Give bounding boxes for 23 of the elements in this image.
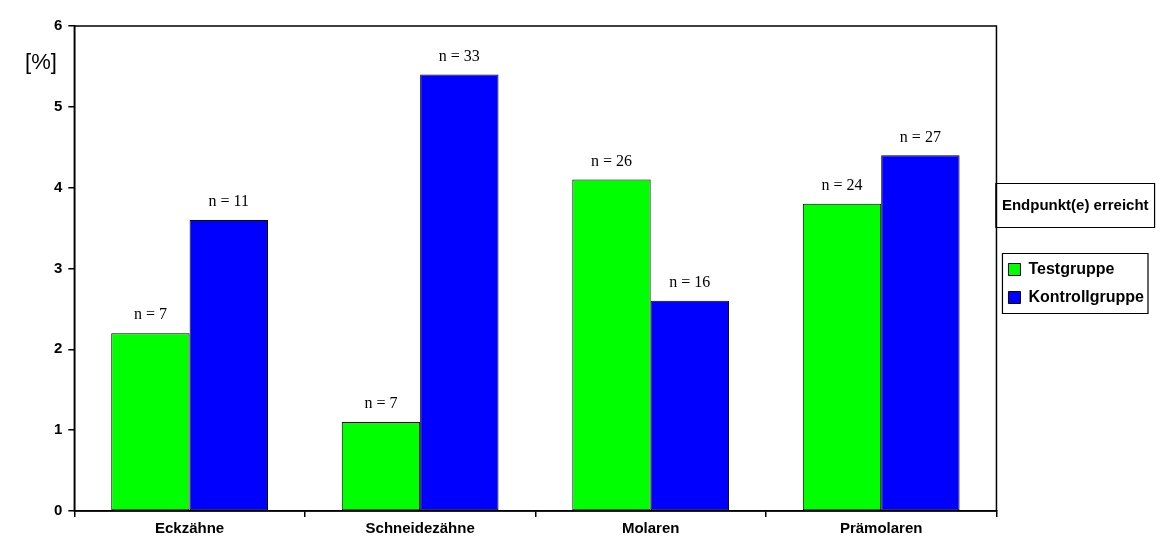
annotation: n = 11 (208, 192, 250, 210)
y-tick-label: 3 (54, 258, 63, 276)
legend-label: Testgruppe (1028, 259, 1115, 277)
annotation: n = 16 (669, 273, 711, 291)
legend-label: Kontrollgruppe (1028, 287, 1145, 305)
y-axis-title: [%] (25, 49, 57, 75)
annotation: n = 33 (438, 46, 480, 64)
y-tick-label: 0 (54, 501, 63, 519)
annotation: n = 27 (899, 127, 941, 145)
x-tick-label: Eckzähne (155, 519, 225, 537)
legend-title: Endpunkt(e) erreicht (1001, 195, 1149, 213)
x-tick-label: Prämolaren (839, 519, 923, 537)
annotation: n = 24 (821, 176, 863, 194)
annotation: n = 26 (590, 151, 632, 169)
y-tick-label: 6 (54, 16, 63, 34)
y-tick-label: 2 (54, 339, 63, 357)
y-tick-label: 5 (54, 96, 63, 114)
y-tick-label: 4 (54, 177, 63, 195)
annotation: n = 7 (133, 305, 167, 323)
annotation: n = 7 (364, 394, 398, 412)
x-tick-label: Molaren (621, 519, 680, 537)
x-tick-label: Schneidezähne (365, 519, 475, 537)
y-tick-label: 1 (54, 420, 63, 438)
